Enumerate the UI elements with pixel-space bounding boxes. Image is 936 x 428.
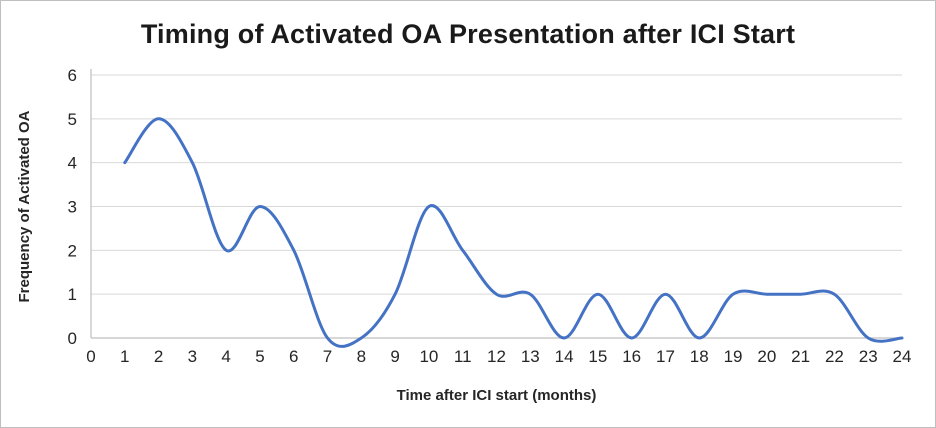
x-tick-label: 2 [154,347,163,366]
x-tick-label: 6 [289,347,298,366]
y-tick-label: 3 [68,198,77,217]
x-tick-label: 19 [724,347,743,366]
x-tick-label: 23 [859,347,878,366]
x-tick-label: 1 [120,347,129,366]
chart-title: Timing of Activated OA Presentation afte… [140,19,796,49]
x-tick-label: 21 [791,347,810,366]
x-tick-label: 9 [390,347,399,366]
y-tick-label: 1 [68,285,77,304]
x-tick-label: 11 [454,347,472,366]
x-tick-label: 15 [588,347,607,366]
y-tick-label: 5 [68,110,77,129]
x-tick-label: 12 [487,347,506,366]
y-tick-label: 2 [68,241,77,260]
x-tick-label: 20 [757,347,776,366]
x-tick-label: 22 [825,347,844,366]
x-tick-label: 3 [188,347,197,366]
x-tick-label: 14 [555,347,574,366]
x-tick-label: 16 [622,347,641,366]
x-tick-label: 24 [893,347,912,366]
x-tick-label: 17 [656,347,675,366]
x-tick-label: 7 [323,347,332,366]
x-axis-label: Time after ICI start (months) [397,387,597,404]
y-tick-label: 4 [68,154,77,173]
y-axis-label: Frequency of Activated OA [16,110,33,302]
x-tick-label: 4 [221,347,230,366]
x-tick-label: 10 [419,347,438,366]
x-tick-label: 0 [86,347,95,366]
y-tick-label: 0 [68,329,77,348]
x-tick-label: 18 [690,347,709,366]
y-tick-label: 6 [68,66,77,85]
x-tick-label: 8 [357,347,366,366]
x-tick-label: 5 [255,347,264,366]
x-tick-label: 13 [521,347,540,366]
series-line [123,117,904,348]
